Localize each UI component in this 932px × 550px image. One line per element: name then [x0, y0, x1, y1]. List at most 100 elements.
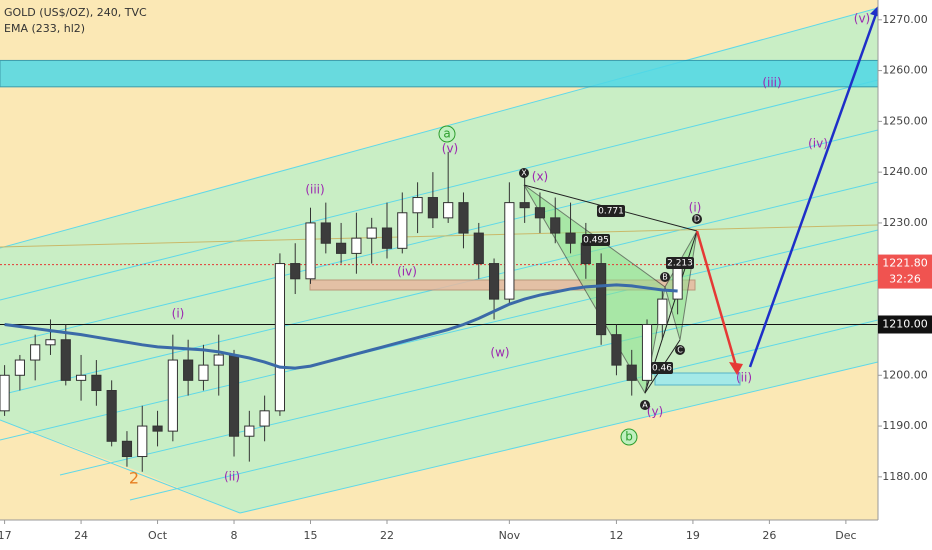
x-tick-label: 15	[304, 529, 318, 542]
candle-body	[565, 232, 576, 244]
channel-line	[0, 129, 879, 346]
channel-line	[0, 7, 879, 249]
wave-label: (i)	[172, 307, 185, 321]
ratio-box	[597, 205, 625, 217]
x-tick-label: 19	[686, 529, 700, 542]
candle-body	[14, 359, 25, 376]
channel-line	[0, 79, 879, 301]
ratio-box	[582, 234, 610, 246]
candle-body	[0, 374, 10, 412]
candle-body	[137, 425, 148, 458]
wave-label: (v)	[442, 142, 458, 156]
candle-body	[121, 440, 133, 458]
trend-line	[0, 224, 879, 248]
candle-body	[443, 202, 454, 219]
price-tag	[878, 254, 932, 289]
y-tick-label: 1240.00	[882, 165, 928, 178]
candle-body	[336, 242, 347, 254]
pattern-point-bg	[519, 168, 529, 178]
candle-body	[290, 263, 301, 280]
target-box	[654, 372, 741, 386]
channel-line	[0, 419, 241, 514]
candle-body	[397, 212, 408, 249]
candle-body	[60, 339, 71, 381]
candle-body	[106, 390, 117, 442]
level-tag-label: 1210.00	[882, 317, 928, 330]
candle-body	[641, 323, 653, 381]
wave-label: (v)	[854, 12, 870, 26]
projection-arrow	[695, 230, 738, 367]
chart-title: GOLD (US$/OZ), 240, TVC	[4, 6, 147, 19]
price-tag-label: 1221.80	[882, 257, 928, 270]
pattern-point: D	[694, 215, 700, 224]
pattern-point-bg	[675, 345, 685, 355]
support-box	[309, 279, 696, 291]
candle-body	[657, 298, 668, 325]
x-tick-label: Dec	[835, 529, 856, 542]
wave-label: 2	[129, 469, 139, 488]
channel-line	[129, 319, 879, 501]
candle-body	[45, 339, 56, 346]
x-tick-label: 24	[74, 529, 88, 542]
wave-label: (iv)	[808, 137, 828, 151]
candle-body	[351, 237, 362, 254]
ema-line	[4, 283, 678, 370]
wave-label: (ii)	[736, 371, 752, 385]
candle-body	[305, 222, 316, 280]
y-tick-label: 1260.00	[882, 64, 928, 77]
candle-body	[519, 202, 530, 209]
wave-label: (iii)	[762, 76, 781, 90]
candle-body	[198, 364, 209, 381]
ratio-box	[651, 362, 673, 374]
y-tick-label: 1250.00	[882, 114, 928, 127]
candle-body	[167, 359, 178, 432]
wave-circle	[620, 428, 638, 446]
y-tick-label: 1180.00	[882, 470, 928, 483]
x-tick-label: 26	[762, 529, 776, 542]
wave-label: (iv)	[397, 265, 417, 279]
candle-body	[580, 242, 591, 265]
candle-body	[473, 232, 484, 265]
channel-line	[59, 279, 879, 476]
candle-body	[488, 263, 500, 300]
ratio-box	[666, 257, 694, 269]
channel-lines	[0, 7, 879, 514]
candle-body	[412, 197, 423, 214]
candle-body	[152, 425, 163, 432]
pattern-point: B	[662, 273, 668, 282]
y-tick-label: 1230.00	[882, 216, 928, 229]
candle-body	[228, 354, 240, 437]
x-tick-label: 17	[0, 529, 12, 542]
candle-body	[91, 374, 102, 392]
x-tick-label: Oct	[148, 529, 168, 542]
y-tick-label: 1200.00	[882, 368, 928, 381]
pattern-point-bg	[660, 272, 670, 282]
wave-label: a	[443, 127, 450, 141]
channel-fill	[0, 8, 878, 513]
projection-line	[748, 13, 878, 368]
candle-body	[550, 217, 561, 234]
candle-body	[366, 227, 377, 239]
pattern-point-bg	[640, 400, 650, 410]
x-tick-label: 22	[380, 529, 394, 542]
x-tick-label: 8	[231, 529, 238, 542]
x-tick-label: 12	[609, 529, 623, 542]
plot-layer	[0, 59, 879, 472]
channel-line	[239, 361, 879, 514]
wave-label: (y)	[647, 405, 663, 419]
candle-body	[458, 202, 469, 234]
pattern-point: C	[677, 346, 683, 355]
axes-layer: 1180.001190.001200.001220.001230.001240.…	[0, 13, 932, 542]
candle-body	[427, 197, 438, 219]
countdown-label: 32:26	[889, 273, 921, 286]
y-tick-label: 1190.00	[882, 419, 928, 432]
wave-label: (w)	[490, 346, 509, 360]
indicator-label: EMA (233, hl2)	[4, 22, 85, 35]
wave-label: (x)	[532, 170, 548, 184]
y-tick-label: 1270.00	[882, 13, 928, 26]
level-tag	[878, 315, 932, 334]
candle-body	[626, 364, 637, 381]
wave-label: (i)	[689, 201, 702, 215]
